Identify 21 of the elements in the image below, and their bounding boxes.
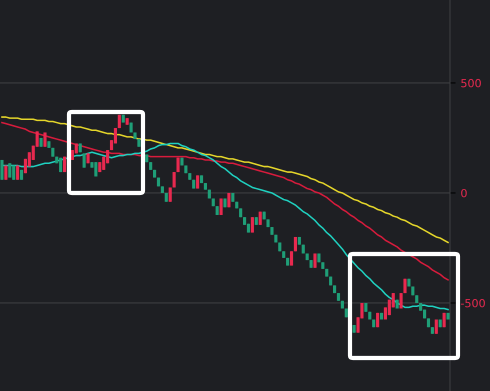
candlestick xyxy=(227,192,230,208)
candlestick xyxy=(94,161,98,178)
candlestick xyxy=(294,236,297,252)
candlestick xyxy=(0,159,4,180)
y-tick-label: -500 xyxy=(460,298,485,308)
candlestick xyxy=(220,198,223,216)
candlestick xyxy=(43,132,47,148)
line-series xyxy=(1,122,449,281)
candlestick xyxy=(250,216,254,234)
candlestick xyxy=(16,164,20,180)
line-series xyxy=(1,142,449,310)
candlestick xyxy=(130,122,133,134)
candlestick xyxy=(258,210,262,226)
candlestick xyxy=(63,156,66,173)
candlestick xyxy=(168,186,172,202)
candlestick xyxy=(313,252,317,268)
y-tick-label: 0 xyxy=(461,188,467,198)
y-tick-label: 500 xyxy=(461,78,481,88)
candlestick xyxy=(4,164,8,180)
candlestick xyxy=(172,171,176,188)
line-series xyxy=(1,116,449,244)
